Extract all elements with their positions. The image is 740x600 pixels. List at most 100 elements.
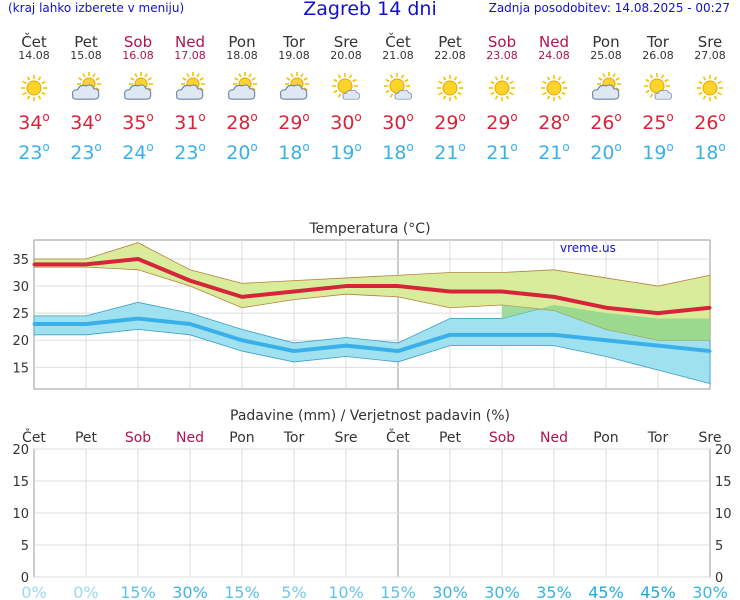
cloud-shape — [394, 89, 412, 100]
max-temperature: 29o — [486, 110, 518, 134]
max-temperature-point — [188, 279, 192, 283]
max-temperature: 26o — [694, 110, 726, 134]
sun-small-cloud-icon — [330, 72, 362, 104]
max-temperature: 34o — [18, 110, 50, 134]
sun-cloud-icon — [278, 72, 310, 104]
day-column: Ned 24.08 28o 21o — [528, 20, 580, 170]
sun-shape — [489, 75, 515, 101]
day-column: Pet 22.08 29o 21o — [424, 20, 476, 170]
cloud-shape — [71, 84, 100, 100]
precipitation-probability-label: 0% — [21, 583, 46, 600]
min-temperature: 23o — [70, 140, 102, 164]
precipitation-probability-label: 5% — [281, 583, 306, 600]
min-temperature-point — [84, 322, 88, 326]
last-updated: Zadnja posodobitev: 14.08.2025 - 00:27 — [488, 1, 730, 15]
sun-icon — [434, 72, 466, 104]
cloud-shape — [227, 84, 256, 100]
max-temperature-point — [240, 295, 244, 299]
max-temperature-line — [34, 256, 711, 316]
y-tick-label-left: 5 — [21, 539, 29, 554]
day-name: Pon — [592, 33, 620, 51]
y-tick-label-right: 10 — [715, 507, 732, 522]
precipitation-probability-label: 0% — [73, 583, 98, 600]
min-temperature: 24o — [122, 140, 154, 164]
min-temperature-point — [396, 349, 400, 353]
max-temperature: 28o — [538, 110, 570, 134]
location-hint[interactable]: (kraj lahko izberete v meniju) — [8, 1, 185, 15]
min-temperature-point — [292, 349, 296, 353]
day-date: 25.08 — [590, 49, 622, 62]
min-temperature: 23o — [18, 140, 50, 164]
min-temperature: 21o — [486, 140, 518, 164]
sun-icon — [538, 72, 570, 104]
min-temperature-point — [500, 333, 504, 337]
max-temperature-point — [552, 295, 556, 299]
precipitation-day-label: Čet — [22, 428, 46, 446]
max-temperature: 35o — [122, 110, 154, 134]
day-column: Pet 15.08 34o 23o — [60, 20, 112, 170]
page-title: Zagreb 14 dni — [303, 0, 437, 20]
day-name: Čet — [21, 33, 47, 51]
y-tick-label-right: 0 — [715, 571, 723, 586]
min-temperature-point — [708, 349, 712, 353]
max-temperature-point — [396, 284, 400, 288]
day-name: Tor — [647, 33, 669, 51]
sun-shape — [437, 75, 463, 101]
precipitation-day-label: Ned — [176, 430, 204, 446]
max-temperature-point — [84, 262, 88, 266]
y-tick-label-left: 20 — [12, 443, 29, 458]
separator — [0, 172, 740, 216]
max-temperature-point — [136, 257, 140, 261]
day-column: Sob 16.08 35o 24o — [112, 20, 164, 170]
day-column: Sre 27.08 26o 18o — [684, 20, 736, 170]
max-temperature-point — [292, 289, 296, 293]
precipitation-chart-title: Padavine (mm) / Verjetnost padavin (%) — [230, 408, 510, 424]
max-temperature: 29o — [278, 110, 310, 134]
min-temperature: 19o — [642, 140, 674, 164]
y-tick-label-left: 15 — [12, 475, 29, 490]
y-tick-label-right: 5 — [715, 539, 723, 554]
min-temperature-point — [604, 338, 608, 342]
precipitation-probability-label: 30% — [172, 583, 208, 600]
day-name: Ned — [175, 33, 205, 51]
sun-shape — [384, 73, 410, 99]
precipitation-day-label: Pon — [229, 430, 254, 446]
band-overlap — [502, 305, 710, 341]
precipitation-day-label: Sob — [125, 430, 151, 446]
day-date: 15.08 — [70, 49, 102, 62]
y-tick-label-left: 0 — [21, 571, 29, 586]
sun-shape — [541, 75, 567, 101]
max-temperature: 31o — [174, 110, 206, 134]
min-temperature-point — [552, 333, 556, 337]
day-column: Pon 25.08 26o 20o — [580, 20, 632, 170]
sun-cloud-icon — [70, 72, 102, 104]
min-temperature: 21o — [538, 140, 570, 164]
y-tick-label: 25 — [12, 307, 29, 322]
min-temperature-point — [136, 317, 140, 321]
forecast-charts: Temperatura (°C) 15 20 25 30 35 vreme.us Padavi… — [12, 221, 732, 600]
day-date: 26.08 — [642, 49, 674, 62]
sun-cloud-icon — [122, 72, 154, 104]
day-name: Sre — [697, 33, 723, 51]
sun-icon — [486, 72, 518, 104]
day-date: 14.08 — [18, 49, 50, 62]
day-date: 24.08 — [538, 49, 570, 62]
max-temperature-point — [500, 289, 504, 293]
day-column: Sre 20.08 30o 19o — [320, 20, 372, 170]
max-temperature: 26o — [590, 110, 622, 134]
precipitation-probability-label: 15% — [120, 583, 156, 600]
precipitation-probability-label: 30% — [484, 583, 520, 600]
min-temperature-point — [344, 344, 348, 348]
precipitation-day-label: Sob — [489, 430, 515, 446]
daily-forecast-strip: Čet 14.08 34o 23o Pet 15.08 34o 23o Sob 16.08 35… — [0, 20, 740, 172]
precipitation-probability-label: 10% — [328, 583, 364, 600]
day-name: Sre — [333, 33, 359, 51]
top-bar: (kraj lahko izberete v meniju) Zagreb 14… — [0, 0, 740, 20]
day-date: 27.08 — [694, 49, 726, 62]
cloud-shape — [123, 84, 152, 100]
sun-cloud-icon — [226, 72, 258, 104]
precipitation-probability-label: 15% — [380, 583, 416, 600]
day-date: 17.08 — [174, 49, 206, 62]
cloud-shape — [342, 89, 360, 100]
sun-cloud-icon — [174, 72, 206, 104]
